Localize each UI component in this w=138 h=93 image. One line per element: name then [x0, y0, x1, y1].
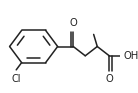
Text: Cl: Cl: [11, 74, 21, 84]
Text: OH: OH: [123, 51, 138, 61]
Text: O: O: [69, 18, 77, 28]
Text: O: O: [105, 74, 113, 84]
